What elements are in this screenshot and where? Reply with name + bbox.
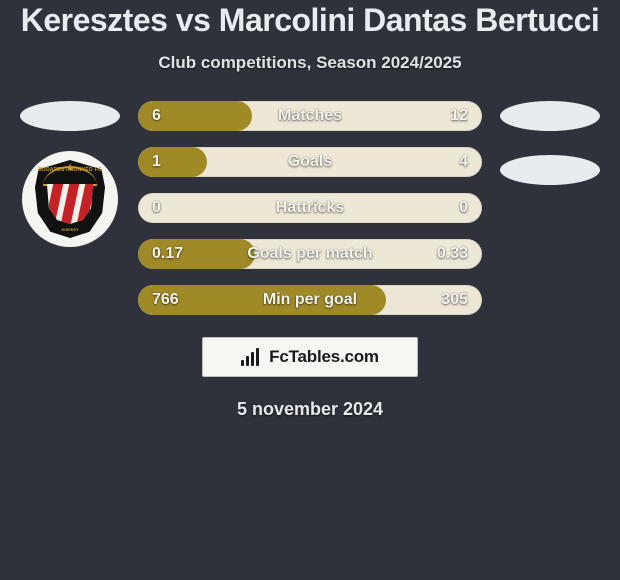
stat-label: Goals [138,147,482,177]
stat-bars: Matches6 12 Goals1 4 Hattricks0 0 Goals per ma… [138,101,482,315]
shield-icon: ★ BUDAPEST HONVÉD FC KISPEST [35,160,105,238]
right-player-col [500,101,600,205]
bar-chart-icon [241,348,263,366]
left-player-club-logo: ★ BUDAPEST HONVÉD FC KISPEST [22,151,118,247]
stat-left-value: 0 [152,193,161,223]
stat-label: Hattricks [138,193,482,223]
stat-right-value: 0.33 [437,239,468,269]
stat-right-value: 12 [450,101,468,131]
stat-bar: Hattricks0 0 [138,193,482,223]
stat-label: Goals per match [138,239,482,269]
stat-bar: Matches6 12 [138,101,482,131]
stat-right-value: 305 [441,285,468,315]
stat-bar: Goals1 4 [138,147,482,177]
stat-right-value: 4 [459,147,468,177]
stat-left-value: 766 [152,285,179,315]
left-player-col: ★ BUDAPEST HONVÉD FC KISPEST [20,101,120,247]
right-player-headshot-placeholder [500,101,600,131]
stat-right-value: 0 [459,193,468,223]
comparison-row: ★ BUDAPEST HONVÉD FC KISPEST Matches6 12 G… [0,101,620,315]
brand-text: FcTables.com [269,347,379,367]
right-player-club-logo-placeholder [500,155,600,185]
date-text: 5 november 2024 [0,399,620,420]
stat-label: Matches [138,101,482,131]
stat-left-value: 6 [152,101,161,131]
left-player-headshot-placeholder [20,101,120,131]
page-title: Keresztes vs Marcolini Dantas Bertucci [0,2,620,39]
stat-left-value: 1 [152,147,161,177]
stat-bar: Min per goal766 305 [138,285,482,315]
stat-left-value: 0.17 [152,239,183,269]
brand-badge: FcTables.com [202,337,418,377]
stat-bar: Goals per match0.17 0.33 [138,239,482,269]
stat-label: Min per goal [138,285,482,315]
subtitle: Club competitions, Season 2024/2025 [0,53,620,73]
